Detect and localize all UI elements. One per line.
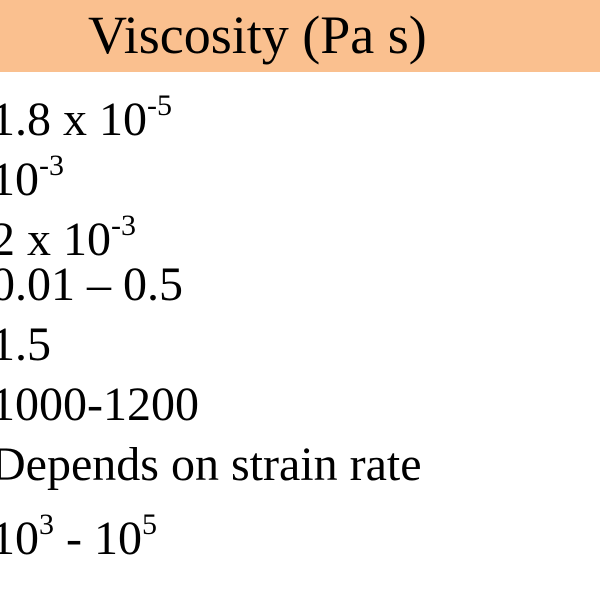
superscript: 5	[141, 507, 157, 541]
superscript: -3	[111, 208, 136, 242]
cell-text: 1.5	[0, 318, 51, 372]
cell-text: 10	[0, 511, 39, 565]
cell-text: - 10	[54, 511, 142, 565]
row-cell: 0.01 – 0.5	[0, 257, 422, 317]
row-cell: 10-3	[0, 138, 422, 206]
row-cell: 1.5	[0, 317, 422, 377]
cell-text: 0.01 – 0.5	[0, 258, 183, 312]
superscript: -3	[39, 148, 64, 182]
cell-text: Depends on strain rate	[0, 437, 422, 491]
row-cell: Depends on strain rate	[0, 437, 422, 497]
header-cell: Viscosity (Pa s)	[88, 5, 427, 65]
cell-text: 10	[0, 152, 39, 206]
header-band: Viscosity (Pa s)	[0, 0, 600, 72]
superscript: -5	[147, 89, 172, 122]
row-cell: 1000-1200	[0, 377, 422, 437]
rows: 1.8 x 10-5 10-3 2 x 10-3 0.01 – 0.5 1.5 1000-…	[0, 78, 422, 565]
cell-text: 1000-1200	[0, 377, 199, 431]
row-cell: 2 x 10-3	[0, 198, 422, 266]
superscript: 3	[39, 507, 54, 541]
cell-text: 1.8 x 10	[0, 93, 147, 146]
row-cell: 1.8 x 10-5	[0, 78, 422, 146]
row-cell: 103 - 105	[0, 497, 422, 565]
cell-text: 2 x 10	[0, 212, 111, 266]
